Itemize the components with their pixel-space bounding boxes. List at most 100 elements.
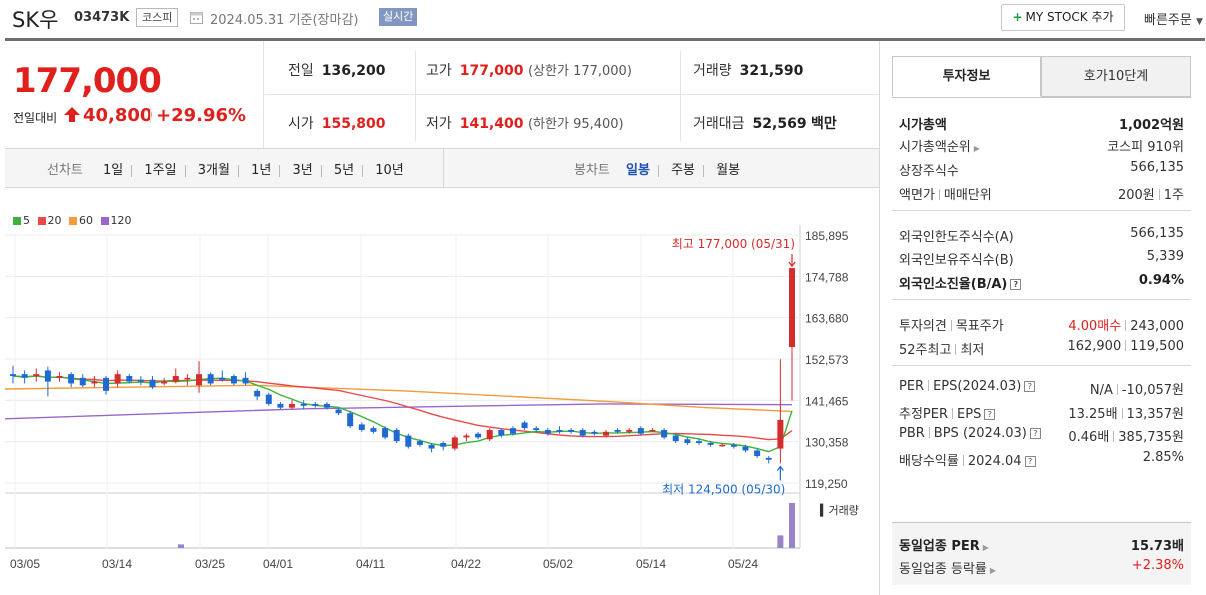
x-tick-label: 04/22 xyxy=(451,557,481,571)
amount-value: 52,569 xyxy=(752,116,807,132)
foreign-limit-label: 외국인한도주식수(A) xyxy=(899,230,1014,245)
candle-body xyxy=(33,374,40,377)
candle-body xyxy=(579,429,586,436)
tab-1day[interactable]: 1일 xyxy=(103,163,124,178)
realtime-badge[interactable]: 실시간 xyxy=(379,8,418,26)
candle-body xyxy=(486,429,493,440)
add-mystock-button[interactable]: + MY STOCK 추가 xyxy=(1001,4,1125,31)
x-tick-label: 03/05 xyxy=(10,557,40,571)
help-icon[interactable]: ? xyxy=(1024,456,1036,467)
tab-5year[interactable]: 5년 xyxy=(333,163,355,178)
candle-body xyxy=(521,422,528,429)
candle-body xyxy=(684,439,691,443)
candle-body xyxy=(707,442,714,445)
x-tick-label: 03/14 xyxy=(102,557,132,571)
x-tick-label: 05/14 xyxy=(636,557,666,571)
caret-right-icon: ▶ xyxy=(973,144,980,153)
panel-divider xyxy=(879,41,880,595)
tab-monthly[interactable]: 월봉 xyxy=(716,163,741,178)
candle-body xyxy=(661,429,668,438)
tab-3month[interactable]: 3개월 xyxy=(197,163,230,178)
candle-body xyxy=(509,428,516,434)
help-icon[interactable]: ? xyxy=(984,409,996,420)
target-value: 243,000 xyxy=(1130,319,1184,334)
face-value-row: 액면가 매매단위 200원 1주 xyxy=(899,184,1184,204)
market-cap-row: 시가총액 1,002억원 xyxy=(899,114,1184,134)
legend-swatch-ma120 xyxy=(100,217,109,225)
candle-body xyxy=(416,441,423,445)
sector-per-value: 15.73배 xyxy=(1130,539,1184,554)
volume-bar xyxy=(777,535,784,548)
candle-body xyxy=(323,403,330,408)
price-divider xyxy=(680,51,681,141)
candle-body xyxy=(742,446,749,451)
est-per-value: 13.25배 xyxy=(1068,407,1118,422)
candle-body xyxy=(719,444,726,447)
candle-body xyxy=(614,429,621,432)
dividend-date: 2024.04 xyxy=(967,454,1022,469)
shares-row: 상장주식수 566,135 xyxy=(899,160,1184,180)
per-label: PER xyxy=(899,379,925,394)
tab-1year[interactable]: 1년 xyxy=(251,163,272,178)
stock-header: SK우 03473K 코스피 2024.05.31 기준(장마감) 실시간 + M… xyxy=(0,0,1206,38)
market-cap-label: 시가총액 xyxy=(899,118,947,133)
candle-body xyxy=(184,377,191,380)
high-arrow-icon xyxy=(788,254,796,268)
tab-1week[interactable]: 1주일 xyxy=(144,163,177,178)
tab-daily[interactable]: 일봉 xyxy=(626,163,650,178)
sector-per-row[interactable]: 동일업종 PER ▶ 15.73배 xyxy=(899,535,1184,555)
price-divider xyxy=(265,94,879,95)
tab-3year[interactable]: 3년 xyxy=(292,163,313,178)
change-separator xyxy=(150,107,151,123)
current-price: 177,000 xyxy=(13,61,162,101)
change-label: 전일대비 xyxy=(13,111,58,125)
candle-body xyxy=(207,374,214,384)
pbr-row: PBR BPS (2024.03)? 0.46배 385,735원 xyxy=(899,426,1184,446)
quick-order-label: 빠른주문 xyxy=(1144,13,1192,28)
low-arrow-icon xyxy=(776,465,784,481)
volume-value: 321,590 xyxy=(739,63,804,79)
candle-body xyxy=(695,441,702,443)
candle-body xyxy=(556,429,563,432)
candle-body xyxy=(358,424,365,430)
est-per-label: 추정PER xyxy=(899,407,949,422)
amount-unit: 백만 xyxy=(811,116,837,132)
candle-body xyxy=(591,431,598,434)
help-icon[interactable]: ? xyxy=(1024,381,1036,392)
candle-body xyxy=(335,409,342,414)
candle-body xyxy=(382,428,389,438)
y-tick-label: 174,788 xyxy=(805,270,849,284)
candle-chart-label: 봉차트 xyxy=(574,163,610,178)
candle-body xyxy=(440,442,447,447)
face-value: 200원 xyxy=(1117,188,1155,203)
change-percent: +29.96% xyxy=(156,105,247,126)
upper-limit-arrow-icon xyxy=(64,107,80,122)
quick-order-button[interactable]: 빠른주문 ▼ xyxy=(1144,9,1203,28)
candle-body xyxy=(137,379,144,382)
tab-weekly[interactable]: 주봉 xyxy=(671,163,696,178)
foreign-ratio-label: 외국인소진율(B/A) xyxy=(899,277,1008,292)
high-label: 고가 xyxy=(426,63,452,79)
help-icon[interactable]: ? xyxy=(1029,428,1041,439)
y-tick-label: 141,465 xyxy=(805,394,849,408)
tab-orderbook[interactable]: 호가10단계 xyxy=(1041,56,1191,97)
candle-body xyxy=(637,428,644,434)
opinion-value: 4.00매수 xyxy=(1068,319,1122,334)
candle-body xyxy=(219,377,226,380)
help-icon[interactable]: ? xyxy=(1010,279,1022,290)
tab-investment-info[interactable]: 투자정보 xyxy=(892,56,1041,97)
tab-10year[interactable]: 10년 xyxy=(375,163,404,178)
sector-rate-label: 동일업종 등락률 xyxy=(899,562,987,577)
candle-body xyxy=(172,376,179,382)
candle-body xyxy=(765,457,772,460)
market-badge: 코스피 xyxy=(136,8,179,27)
foreign-limit-row: 외국인한도주식수(A) 566,135 xyxy=(899,226,1184,246)
target-label: 목표주가 xyxy=(955,319,1004,334)
caret-right-icon: ▶ xyxy=(989,566,997,575)
sector-rate-row[interactable]: 동일업종 등락률 ▶ +2.38% xyxy=(899,558,1184,578)
candle-body xyxy=(370,428,377,432)
legend-swatch-ma5 xyxy=(13,217,21,225)
rank-row[interactable]: 시가총액순위 ▶ 코스피 910위 xyxy=(899,136,1184,156)
x-tick-label: 04/11 xyxy=(356,557,385,571)
open-value: 155,800 xyxy=(321,116,386,132)
